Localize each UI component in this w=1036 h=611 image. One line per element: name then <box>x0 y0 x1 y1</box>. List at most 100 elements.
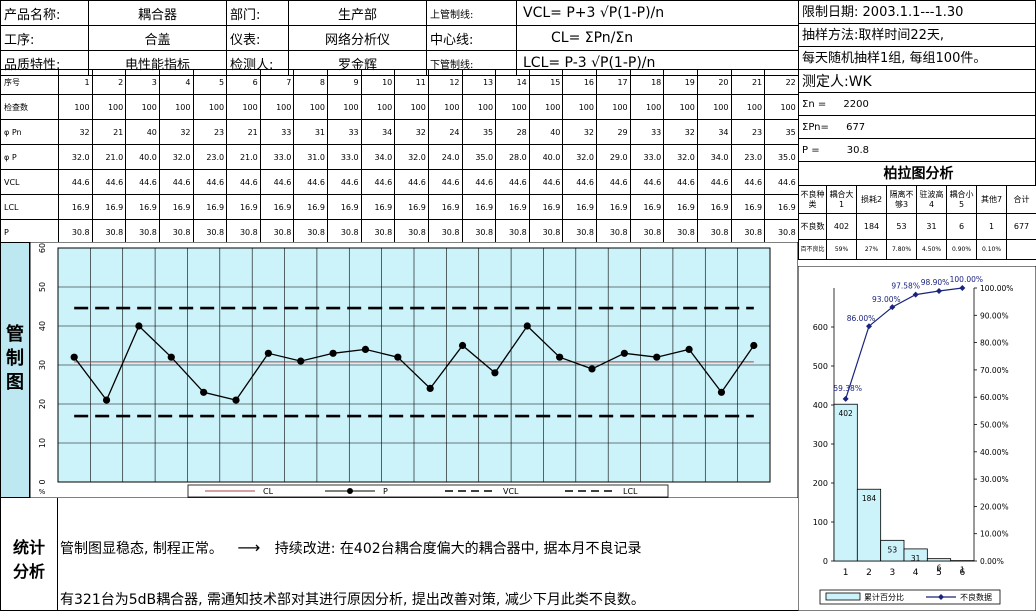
bar-label: 31 <box>911 554 921 563</box>
label-line: 统计 <box>12 538 45 557</box>
grid-cell: 21 <box>226 119 261 145</box>
y-tick-label: 60 <box>38 243 47 253</box>
limit-date: 限制日期: 2003.1.1---1.30 <box>798 0 1036 24</box>
grid-cell: 16.9 <box>394 194 429 220</box>
analysis-label: 统计 分析 <box>1 536 57 584</box>
grid-cell: 40 <box>528 119 564 145</box>
data-point <box>426 384 434 392</box>
grid-cell: 16.9 <box>730 194 766 220</box>
grid-cell: 30.8 <box>192 219 228 245</box>
pareto-cell: 31 <box>916 213 947 240</box>
y-tick-label: 40 <box>38 321 47 331</box>
p-bar-label: P = <box>802 145 820 156</box>
grid-cell: 16.9 <box>58 194 93 220</box>
grid-cell: 100 <box>495 94 530 120</box>
grid-cell: 44.6 <box>495 169 530 195</box>
grid-cell: 21.0 <box>226 144 261 170</box>
grid-cell: 17 <box>596 69 631 95</box>
grid-cell: 32.0 <box>562 144 597 170</box>
grid-cell: 16.9 <box>495 194 530 220</box>
grid-cell: 100 <box>629 94 665 120</box>
grid-cell: 35.0 <box>461 144 497 170</box>
grid-cell: 44.6 <box>528 169 564 195</box>
pareto-cell: 其他7 <box>976 185 1007 214</box>
grid-cell: 21 <box>730 69 766 95</box>
data-point <box>717 388 726 396</box>
legend-label: P <box>383 487 388 496</box>
y-tick-label: 20 <box>38 399 47 409</box>
right-tick-label: 0.00% <box>980 557 1004 566</box>
grid-row-label: 检查数 <box>0 94 59 120</box>
p-bar-value: 30.8 <box>846 145 870 156</box>
left-tick-label: 0 <box>823 557 828 566</box>
grid-cell: 16.9 <box>663 194 698 220</box>
grid-cell: 100 <box>226 94 261 120</box>
data-point <box>458 341 467 350</box>
grid-cell: 16.9 <box>259 194 295 220</box>
grid-cell: 10 <box>360 69 396 95</box>
grid-row-inspected: 检查数 100 100 100 100 100 100 100 100 100 100 100 100 1… <box>0 94 799 120</box>
sum-n-label: Σn = <box>802 99 827 110</box>
bar-label: 53 <box>888 545 898 554</box>
grid-cell: 30.8 <box>596 219 631 245</box>
right-tick-label: 100.00% <box>980 284 1013 293</box>
grid-cell: 35 <box>461 119 497 145</box>
process-value: 合盖 <box>88 25 227 51</box>
product-label: 产品名称: <box>0 0 89 26</box>
pareto-cell: 耦合大1 <box>826 185 857 214</box>
data-point <box>297 357 305 365</box>
pareto-cell: 1 <box>976 213 1007 240</box>
cumulative-label: 100.00% <box>950 275 983 284</box>
grid-row-label: 序号 <box>0 69 59 95</box>
data-point <box>102 396 111 404</box>
right-tick-label: 20.00% <box>980 502 1009 511</box>
grid-cell: 16.9 <box>125 194 160 220</box>
sum-pn-label: ΣPn= <box>802 122 829 133</box>
x-tick-label: 6 <box>959 568 965 578</box>
grid-cell: 44.6 <box>360 169 396 195</box>
grid-cell: 2 <box>91 69 127 95</box>
pareto-cell: 184 <box>856 213 887 240</box>
legend-swatch <box>825 592 861 601</box>
grid-cell: 30.8 <box>293 219 328 245</box>
pareto-cell: 0.10% <box>976 239 1007 260</box>
header-info-table: 产品名称: 耦合器 部门: 生产部 上管制线: VCL= P+3 √P(1-P)… <box>0 0 799 76</box>
grid-cell: 16.9 <box>562 194 597 220</box>
grid-cell: 100 <box>596 94 631 120</box>
chart-legend: CL P VCL LCL <box>187 484 669 498</box>
cl-label: 中心线: <box>426 25 517 51</box>
pareto-cell: 耦合小5 <box>946 185 977 214</box>
label-char: 图 <box>6 372 24 393</box>
sum-pn: ΣPn= 677 <box>798 115 1036 139</box>
grid-cell: 3 <box>125 69 160 95</box>
data-grid: 序号 1 2 3 4 5 6 7 8 9 10 11 12 13 14 15 16 17 18 19 20 21 22 检查数… <box>0 69 799 245</box>
analysis-line1-a: 管制图显稳态, 制程正常。 <box>60 541 223 557</box>
pareto-legend: 累计百分比 不良数据 <box>819 589 1001 605</box>
data-point <box>167 353 175 361</box>
cumulative-marker <box>936 288 942 295</box>
grid-cell: 16.9 <box>158 194 194 220</box>
pareto-row2-label: 不良数 <box>798 213 827 240</box>
grid-cell: 28.0 <box>495 144 530 170</box>
grid-cell: 12 <box>427 69 463 95</box>
grid-cell: 44.6 <box>394 169 429 195</box>
pareto-row3-label: 百不良比 <box>798 239 827 260</box>
pareto-chart: 0 100 200 300 400 500 600 0.00% 10.00% 20.00% 30.0… <box>798 266 1036 611</box>
grid-cell: 32.0 <box>663 144 698 170</box>
grid-cell: 100 <box>293 94 328 120</box>
grid-cell: 30.8 <box>764 219 799 245</box>
grid-cell: 30.8 <box>259 219 295 245</box>
tester: 测定人:WK <box>798 69 1036 93</box>
sum-n: Σn = 2200 <box>798 92 1036 116</box>
grid-cell: 44.6 <box>562 169 597 195</box>
ucl-formula: VCL= P+3 √P(1-P)/n <box>516 0 799 26</box>
grid-cell: 35 <box>764 119 799 145</box>
grid-cell: 44.6 <box>696 169 732 195</box>
grid-cell: 32.0 <box>394 144 429 170</box>
pareto-cell: 677 <box>1006 213 1036 240</box>
grid-cell: 34.0 <box>696 144 732 170</box>
legend-marker <box>347 488 353 494</box>
cumulative-marker <box>866 323 872 330</box>
right-tick-label: 10.00% <box>980 530 1009 539</box>
